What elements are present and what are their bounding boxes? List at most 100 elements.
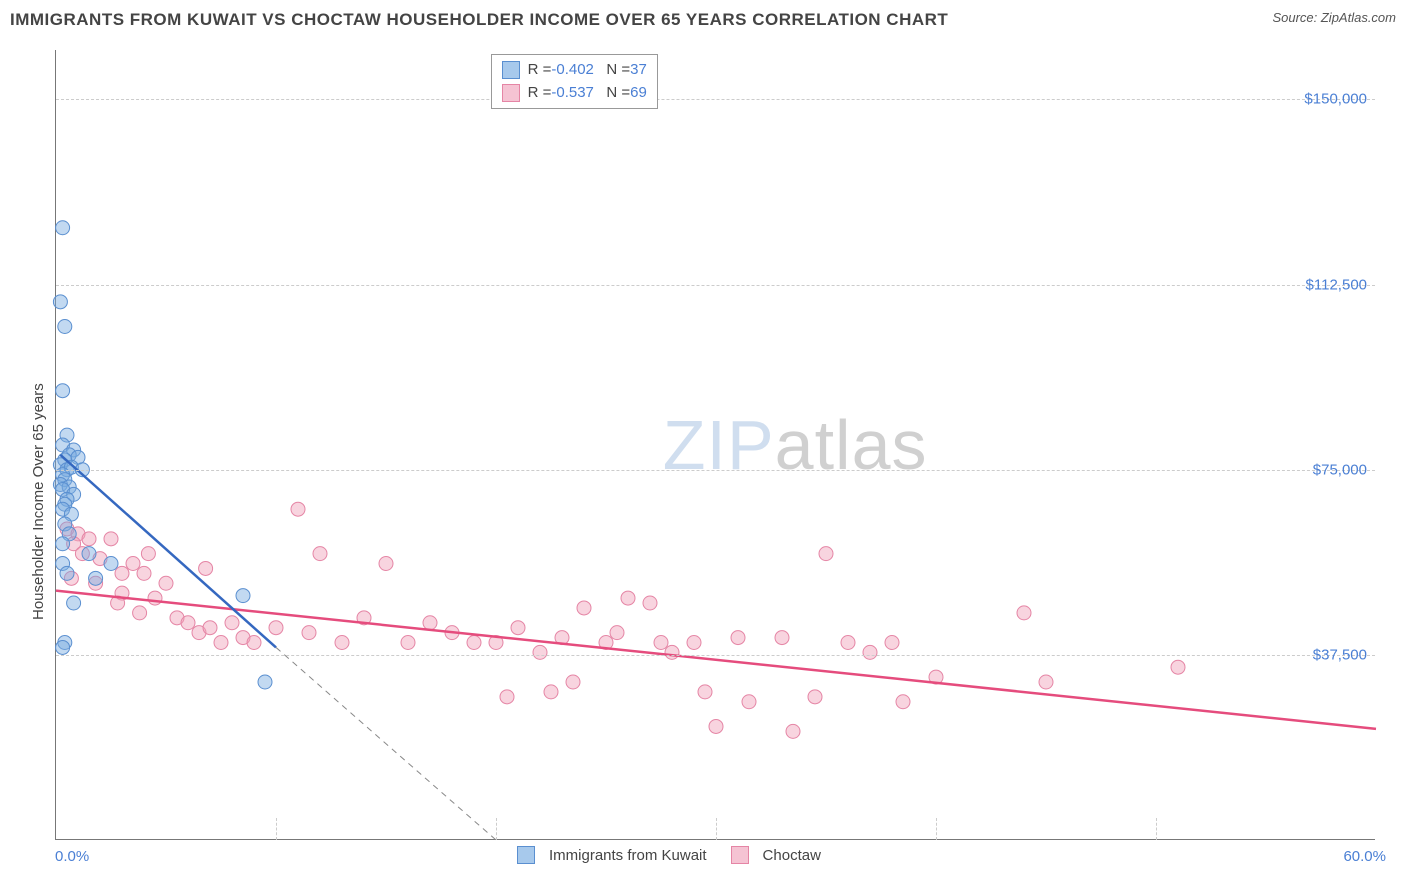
scatter-point — [89, 571, 103, 585]
legend-series-label: Immigrants from Kuwait — [549, 847, 707, 864]
y-axis-title: Householder Income Over 65 years — [30, 383, 47, 620]
scatter-point — [104, 557, 118, 571]
legend-n-label: N = — [594, 82, 630, 105]
scatter-point — [60, 566, 74, 580]
scatter-point — [544, 685, 558, 699]
x-tick — [276, 818, 277, 840]
scatter-point — [467, 636, 481, 650]
scatter-point — [56, 384, 70, 398]
legend-correlation: R = -0.402 N = 37R = -0.537 N = 69 — [491, 54, 658, 109]
scatter-point — [1017, 606, 1031, 620]
legend-swatch-icon — [517, 846, 535, 864]
scatter-point — [56, 640, 70, 654]
gridline-h — [56, 655, 1375, 656]
scatter-point — [181, 616, 195, 630]
scatter-point — [247, 636, 261, 650]
scatter-point — [126, 557, 140, 571]
legend-swatch-icon — [731, 846, 749, 864]
scatter-point — [291, 502, 305, 516]
scatter-point — [133, 606, 147, 620]
legend-series-item: Immigrants from Kuwait — [517, 846, 707, 864]
scatter-point — [67, 596, 81, 610]
legend-r-label: R = — [528, 82, 552, 105]
scatter-point — [379, 557, 393, 571]
legend-correlation-row: R = -0.537 N = 69 — [502, 82, 647, 105]
scatter-point — [665, 645, 679, 659]
scatter-point — [82, 532, 96, 546]
scatter-point — [577, 601, 591, 615]
scatter-point — [621, 591, 635, 605]
scatter-point — [258, 675, 272, 689]
scatter-point — [566, 675, 580, 689]
scatter-point — [786, 724, 800, 738]
scatter-point — [225, 616, 239, 630]
scatter-point — [742, 695, 756, 709]
legend-swatch-icon — [502, 61, 520, 79]
scatter-point — [819, 547, 833, 561]
scatter-point — [841, 636, 855, 650]
scatter-point — [709, 719, 723, 733]
scatter-point — [104, 532, 118, 546]
scatter-point — [148, 591, 162, 605]
scatter-point — [141, 547, 155, 561]
trend-line-dashed — [276, 647, 496, 840]
legend-n-label: N = — [594, 59, 630, 82]
source-value: ZipAtlas.com — [1321, 10, 1396, 25]
scatter-point — [511, 621, 525, 635]
scatter-point — [115, 566, 129, 580]
scatter-point — [1039, 675, 1053, 689]
x-min-label: 0.0% — [55, 848, 89, 865]
legend-correlation-row: R = -0.402 N = 37 — [502, 59, 647, 82]
x-tick — [496, 818, 497, 840]
scatter-point — [203, 621, 217, 635]
scatter-point — [698, 685, 712, 699]
plot-area: ZIPatlas $37,500$75,000$112,500$150,000 — [55, 50, 1375, 840]
scatter-point — [896, 695, 910, 709]
legend-swatch-icon — [502, 84, 520, 102]
legend-r-value: -0.537 — [551, 82, 594, 105]
scatter-point — [610, 626, 624, 640]
scatter-point — [56, 537, 70, 551]
source-label: Source: ZipAtlas.com — [1272, 10, 1396, 25]
legend-n-value: 37 — [630, 59, 647, 82]
scatter-point — [885, 636, 899, 650]
scatter-point — [423, 616, 437, 630]
scatter-point — [654, 636, 668, 650]
scatter-point — [863, 645, 877, 659]
scatter-point — [82, 547, 96, 561]
source-prefix: Source: — [1272, 10, 1320, 25]
y-tick-label: $37,500 — [1313, 646, 1367, 663]
scatter-point — [214, 636, 228, 650]
scatter-point — [56, 221, 70, 235]
scatter-point — [236, 589, 250, 603]
scatter-point — [159, 576, 173, 590]
scatter-point — [137, 566, 151, 580]
title-bar: IMMIGRANTS FROM KUWAIT VS CHOCTAW HOUSEH… — [10, 10, 1396, 30]
gridline-h — [56, 285, 1375, 286]
scatter-point — [58, 320, 72, 334]
scatter-point — [687, 636, 701, 650]
scatter-point — [1171, 660, 1185, 674]
x-tick — [936, 818, 937, 840]
scatter-point — [775, 631, 789, 645]
legend-series: Immigrants from Kuwait Choctaw — [517, 846, 821, 864]
scatter-point — [500, 690, 514, 704]
scatter-point — [401, 636, 415, 650]
gridline-h — [56, 99, 1375, 100]
y-tick-label: $75,000 — [1313, 461, 1367, 478]
scatter-point — [199, 561, 213, 575]
legend-r-label: R = — [528, 59, 552, 82]
x-tick — [716, 818, 717, 840]
legend-series-item: Choctaw — [731, 846, 821, 864]
chart-title: IMMIGRANTS FROM KUWAIT VS CHOCTAW HOUSEH… — [10, 10, 948, 30]
legend-n-value: 69 — [630, 82, 647, 105]
x-tick — [1156, 818, 1157, 840]
gridline-h — [56, 470, 1375, 471]
scatter-point — [335, 636, 349, 650]
scatter-point — [533, 645, 547, 659]
scatter-point — [731, 631, 745, 645]
y-tick-label: $112,500 — [1306, 276, 1367, 293]
legend-r-value: -0.402 — [551, 59, 594, 82]
scatter-point — [302, 626, 316, 640]
y-tick-label: $150,000 — [1304, 91, 1367, 108]
